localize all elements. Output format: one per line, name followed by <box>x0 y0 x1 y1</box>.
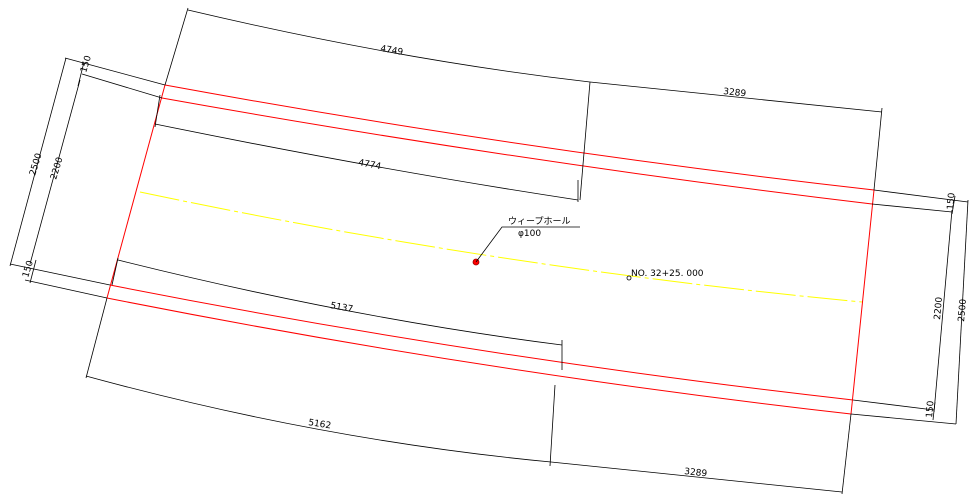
dimension-lines <box>9 7 969 495</box>
dim-left-total: 2500 <box>28 152 44 177</box>
station-label: NO. 32+25. 000 <box>631 269 704 279</box>
dim-bottom-left: 5162 <box>308 418 332 431</box>
inner-top-edge <box>161 97 873 205</box>
weep-hole-label: ウィープホール <box>508 216 570 227</box>
inner-bottom-edge <box>109 284 854 401</box>
dim-right-top-offset: 150 <box>946 192 957 210</box>
dim-right-bottom-offset: 150 <box>925 400 936 418</box>
outer-top-edge <box>164 84 875 191</box>
dim-top-left: 4749 <box>379 44 404 58</box>
weep-hole-size: φ100 <box>518 229 541 239</box>
dim-left-top-offset: 150 <box>79 54 94 74</box>
dim-left-bottom-offset: 150 <box>21 259 36 279</box>
weep-hole-leader <box>475 226 580 263</box>
structure-outline <box>106 84 875 415</box>
weep-hole-annotation: ウィープホール φ100 <box>472 216 580 266</box>
station-annotation: NO. 32+25. 000 <box>626 269 704 281</box>
dim-right-total: 2500 <box>957 298 969 322</box>
dim-left-inner: 2200 <box>49 156 65 181</box>
dim-bottom-right: 3289 <box>684 467 708 479</box>
right-edge <box>850 189 875 415</box>
dim-inner-top: 4774 <box>357 158 382 172</box>
station-point <box>626 275 632 281</box>
center-line <box>139 191 863 303</box>
dimension-labels: 4749 3289 4774 5137 5162 3289 2500 2200 … <box>21 44 969 479</box>
dim-inner-bottom: 5137 <box>329 301 353 315</box>
dim-top-right: 3289 <box>723 87 747 99</box>
outer-bottom-edge <box>106 297 852 415</box>
dim-right-inner: 2200 <box>933 296 945 320</box>
